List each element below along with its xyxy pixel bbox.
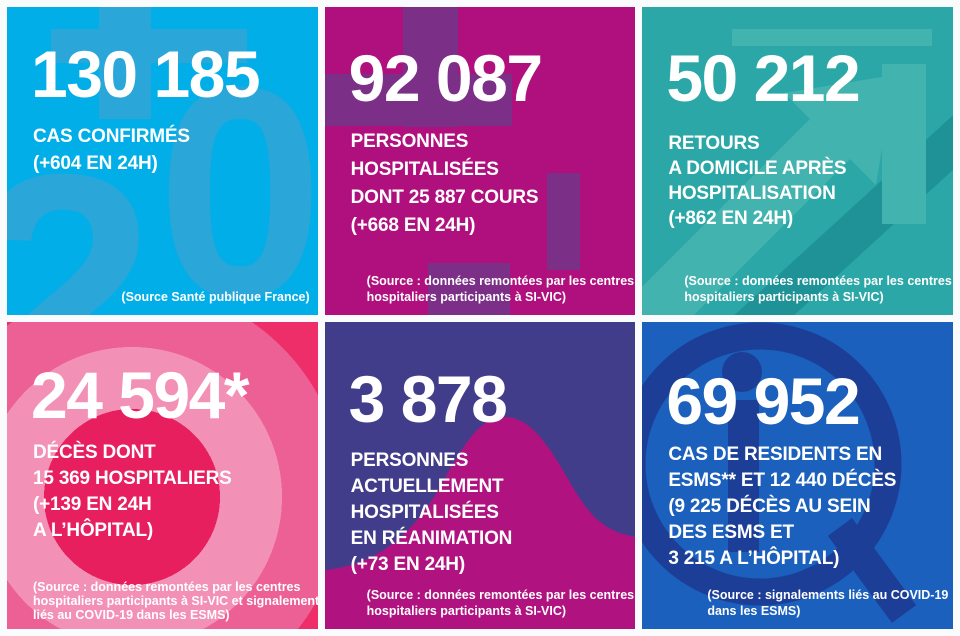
stat-source-line: hospitaliers participants à SI-VIC): [366, 604, 567, 618]
background-digit-2: 2: [7, 105, 156, 315]
plus-shape-decoration: [99, 7, 151, 119]
stat-source-line: (Source : données remontées par les cent…: [684, 273, 952, 288]
stat-value: 50 212: [666, 41, 860, 115]
stat-source: (Source : données remontées par les cent…: [367, 587, 634, 619]
stat-tile-deces: 24 594* DÉCÈS DONT 15 369 HOSPITALIERS (…: [7, 321, 318, 629]
stat-label-line: DÉCÈS DONT: [33, 441, 156, 463]
stat-label-line: CAS CONFIRMÉS: [33, 126, 190, 147]
stat-value: 92 087: [348, 41, 543, 115]
stat-label: PERSONNES ACTUELLEMENT HOSPITALISÉES EN …: [351, 448, 513, 578]
stat-source: (Source : données remontées par les cent…: [33, 580, 318, 622]
stat-source-line: (Source : données remontées par les cent…: [366, 273, 635, 288]
stat-label-line: (+668 EN 24H): [350, 215, 476, 236]
stat-label-line: (+862 EN 24H): [668, 208, 793, 229]
stat-label-line: PERSONNES: [350, 131, 469, 152]
stat-source-line: (Source : données remontées par les cent…: [33, 580, 301, 594]
stat-source-line: (Source : données remontées par les cent…: [366, 588, 635, 602]
stat-value: 130 185: [31, 37, 261, 111]
stat-source-line: (Source Santé publique France): [121, 289, 310, 304]
stat-label-line: (+73 EN 24H): [350, 553, 465, 575]
stat-label: PERSONNES HOSPITALISÉES DONT 25 887 COUR…: [351, 128, 539, 240]
stat-label-line: A L’HÔPITAL): [33, 519, 154, 541]
stat-source-line: dans les ESMS): [707, 604, 801, 618]
stat-label-line: HOSPITALISATION: [668, 183, 836, 204]
stat-label-line: 15 369 HOSPITALIERS: [33, 467, 232, 489]
stat-source: (Source : données remontées par les cent…: [684, 273, 951, 305]
stat-label: CAS CONFIRMÉS (+604 EN 24H): [33, 123, 190, 177]
stat-label-line: HOSPITALISÉES: [350, 159, 499, 180]
stat-label-line: EN RÉANIMATION: [350, 527, 513, 549]
info-bubble-icon: [642, 322, 917, 623]
stat-tile-personnes-hospitalisees: 92 087 PERSONNES HOSPITALISÉES DONT 25 8…: [324, 7, 636, 315]
stat-label-line: ESMS** ET 12 440 DÉCÈS: [668, 469, 897, 491]
stat-label: RETOURS A DOMICILE APRÈS HOSPITALISATION…: [668, 131, 846, 231]
stat-tile-reanimation: 3 878 PERSONNES ACTUELLEMENT HOSPITALISÉ…: [324, 321, 636, 629]
upward-arrows-decoration: [642, 29, 953, 315]
stat-source-line: liés au COVID-19 dans les ESMS): [33, 608, 230, 622]
stat-label: DÉCÈS DONT 15 369 HOSPITALIERS (+139 EN …: [33, 440, 232, 544]
stat-label-line: CAS DE RESIDENTS EN: [668, 443, 883, 465]
bar-decoration: [427, 263, 510, 315]
plus-shape-decoration: [51, 29, 247, 63]
stat-label-line: DES ESMS ET: [668, 521, 794, 543]
bar-decoration: [546, 173, 580, 270]
stat-label-line: ACTUELLEMENT: [350, 475, 504, 497]
stat-source-line: hospitaliers participants à SI-VIC et si…: [33, 594, 318, 608]
stat-source-line: (Source : signalements liés au COVID-19: [707, 588, 949, 602]
stat-label-line: (+604 EN 24H): [33, 153, 158, 174]
stat-value: 3 878: [348, 361, 508, 436]
stat-label-line: DONT 25 887 COURS: [350, 187, 539, 208]
stat-label-line: PERSONNES: [350, 449, 469, 471]
stat-source: (Source : données remontées par les cent…: [367, 273, 634, 305]
stat-value: 69 952: [666, 363, 860, 438]
stat-source-line: hospitaliers participants à SI-VIC): [366, 289, 567, 304]
stat-label-line: 3 215 A L’HÔPITAL): [668, 547, 840, 569]
stat-source: (Source : signalements liés au COVID-19 …: [707, 587, 948, 619]
stat-label-line: (9 225 DÉCÈS AU SEIN: [668, 495, 871, 517]
stat-value: 24 594*: [31, 357, 250, 432]
stat-source-line: hospitaliers participants à SI-VIC): [684, 289, 884, 304]
stat-label-line: A DOMICILE APRÈS: [668, 158, 847, 179]
stat-label-line: RETOURS: [668, 133, 760, 154]
stat-source: (Source Santé publique France): [121, 289, 309, 305]
stat-tile-cas-confirmes: 2 0 130 185 CAS CONFIRMÉS (+604 EN 24H) …: [7, 7, 318, 315]
stat-tile-cas-esms: 69 952 CAS DE RESIDENTS EN ESMS** ET 12 …: [642, 321, 953, 629]
stat-label-line: HOSPITALISÉES: [350, 501, 499, 523]
stat-label-line: (+139 EN 24H: [33, 493, 152, 515]
cross-bar-decoration: [324, 74, 512, 126]
stat-tile-retours-domicile: 50 212 RETOURS A DOMICILE APRÈS HOSPITAL…: [642, 7, 953, 315]
wave-blob-decoration: [324, 416, 636, 629]
stat-label: CAS DE RESIDENTS EN ESMS** ET 12 440 DÉC…: [668, 442, 896, 572]
background-digit-0: 0: [157, 24, 318, 315]
